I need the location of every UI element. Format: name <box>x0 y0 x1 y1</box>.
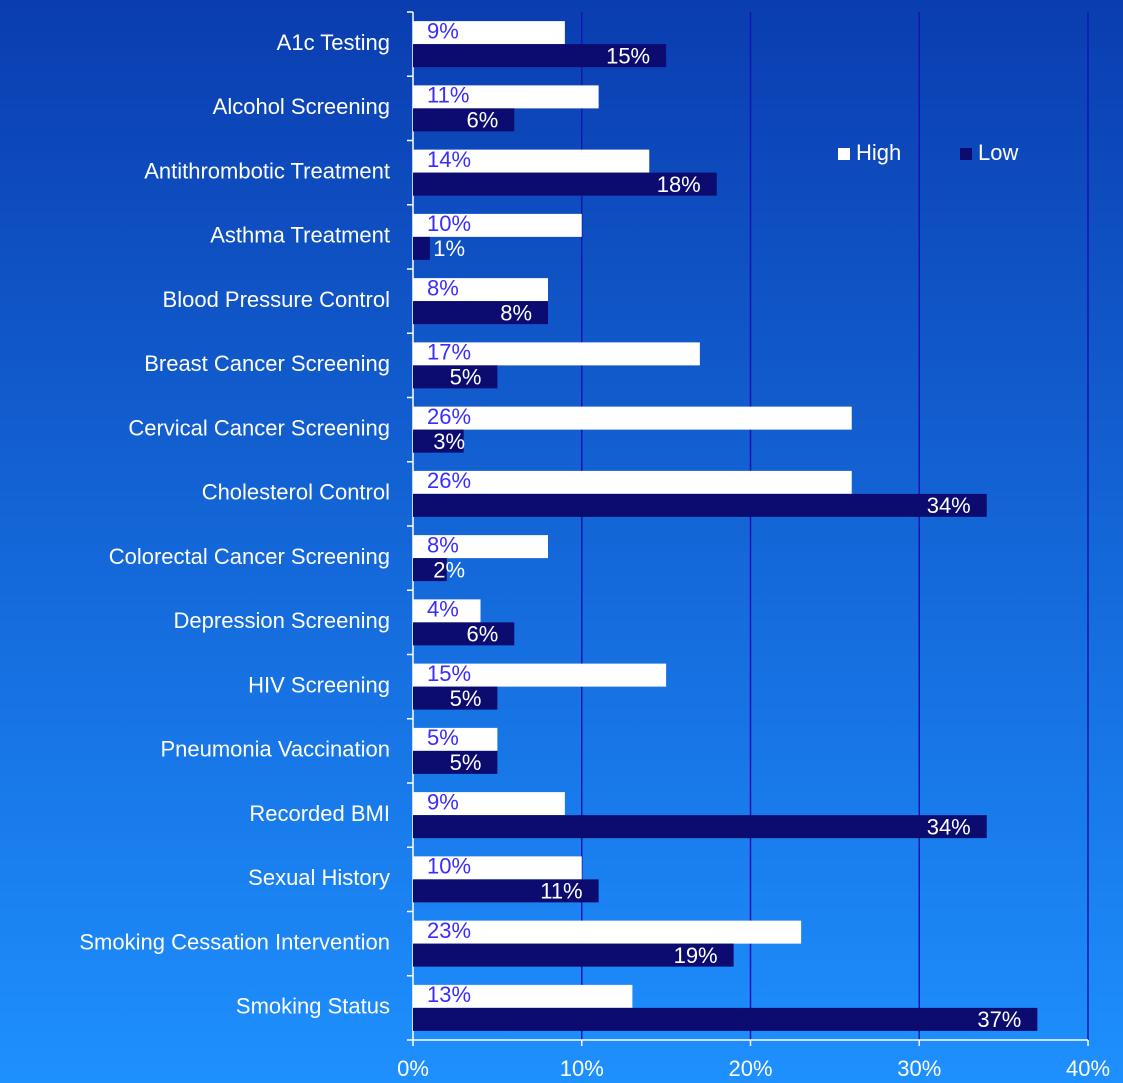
value-label: 13% <box>427 982 471 1007</box>
bar <box>413 984 633 1008</box>
value-label: 14% <box>427 147 471 172</box>
bar <box>413 558 447 582</box>
bar <box>413 1007 1038 1031</box>
x-tick-label: 40% <box>1066 1056 1110 1081</box>
bar <box>413 172 717 196</box>
legend-label: High <box>856 140 901 165</box>
value-label: 10% <box>427 854 471 879</box>
bar <box>413 236 430 260</box>
category-label: Alcohol Screening <box>213 94 390 119</box>
bar <box>413 301 548 325</box>
category-label: Pneumonia Vaccination <box>160 737 390 762</box>
bar <box>413 727 498 751</box>
bar <box>413 21 565 45</box>
category-label: Cervical Cancer Screening <box>128 415 390 440</box>
bar <box>413 599 481 623</box>
x-tick-label: 10% <box>560 1056 604 1081</box>
legend-swatch <box>838 148 850 160</box>
value-label: 37% <box>977 1007 1021 1032</box>
category-label: Sexual History <box>248 865 390 890</box>
bar <box>413 815 987 839</box>
category-label: Colorectal Cancer Screening <box>109 544 390 569</box>
value-label: 4% <box>427 597 459 622</box>
bar <box>413 85 599 109</box>
bar <box>413 663 667 687</box>
value-label: 3% <box>433 429 465 454</box>
category-label: Smoking Cessation Intervention <box>79 929 390 954</box>
value-label: 5% <box>427 725 459 750</box>
value-label: 26% <box>427 404 471 429</box>
value-label: 23% <box>427 918 471 943</box>
category-label: Smoking Status <box>236 994 390 1019</box>
category-label: Blood Pressure Control <box>163 287 390 312</box>
bar <box>413 943 734 967</box>
category-label: Cholesterol Control <box>202 480 390 505</box>
category-label: A1c Testing <box>277 30 390 55</box>
value-label: 8% <box>500 300 532 325</box>
bar <box>413 429 464 453</box>
bar <box>413 750 498 774</box>
bar <box>413 44 667 68</box>
value-label: 11% <box>427 83 469 108</box>
category-label: Breast Cancer Screening <box>144 351 390 376</box>
bar <box>413 406 852 430</box>
bar <box>413 213 582 237</box>
value-label: 19% <box>674 943 718 968</box>
value-label: 15% <box>427 661 471 686</box>
value-label: 2% <box>433 557 465 582</box>
bar <box>413 365 498 389</box>
value-label: 9% <box>427 18 459 43</box>
x-tick-label: 30% <box>897 1056 941 1081</box>
value-label: 6% <box>466 622 498 647</box>
value-label: 34% <box>927 814 971 839</box>
bar <box>413 108 515 132</box>
value-label: 10% <box>427 211 471 236</box>
bar <box>413 686 498 710</box>
value-label: 8% <box>427 532 459 557</box>
bar <box>413 792 565 816</box>
category-label: Antithrombotic Treatment <box>144 158 390 183</box>
value-label: 18% <box>657 172 701 197</box>
value-label: 11% <box>540 879 582 904</box>
bar <box>413 470 852 494</box>
bar <box>413 149 650 173</box>
value-label: 15% <box>606 43 650 68</box>
value-label: 5% <box>450 365 482 390</box>
bar <box>413 278 548 302</box>
value-label: 9% <box>427 789 459 814</box>
value-label: 8% <box>427 275 459 300</box>
value-label: 6% <box>466 108 498 133</box>
category-label: Asthma Treatment <box>210 223 390 248</box>
bar <box>413 856 582 880</box>
bar <box>413 493 987 517</box>
x-tick-label: 20% <box>728 1056 772 1081</box>
bar <box>413 535 548 559</box>
legend-label: Low <box>978 140 1018 165</box>
value-label: 1% <box>433 236 465 261</box>
bar <box>413 622 515 646</box>
legend-swatch <box>960 148 972 160</box>
value-label: 26% <box>427 468 471 493</box>
value-label: 17% <box>427 340 471 365</box>
bar <box>413 342 700 366</box>
category-label: Recorded BMI <box>249 801 390 826</box>
x-tick-label: 0% <box>397 1056 429 1081</box>
value-label: 5% <box>450 750 482 775</box>
bar <box>413 920 802 944</box>
bar <box>413 879 599 903</box>
value-label: 34% <box>927 493 971 518</box>
category-label: Depression Screening <box>174 608 390 633</box>
value-label: 5% <box>450 686 482 711</box>
category-label: HIV Screening <box>248 672 390 697</box>
